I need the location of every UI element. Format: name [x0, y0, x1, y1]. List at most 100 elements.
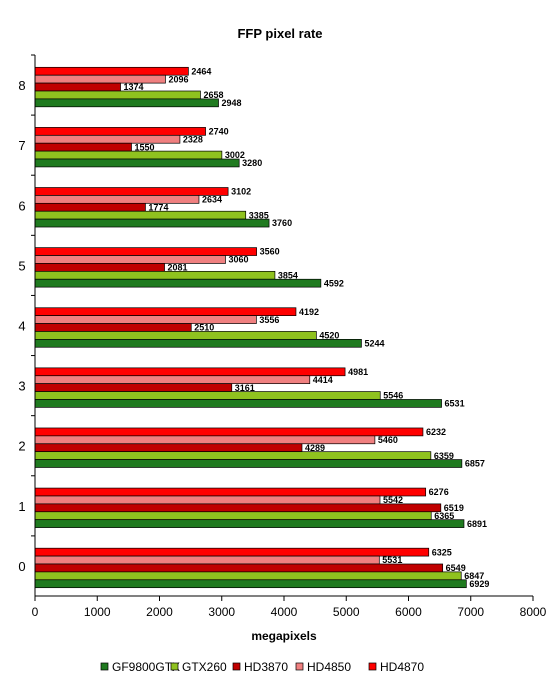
data-label: 6531: [445, 399, 465, 409]
x-tick-label: 2000: [146, 605, 173, 619]
data-label: 3556: [259, 315, 279, 325]
x-tick-label: 7000: [457, 605, 484, 619]
category-tick-label: 4: [18, 319, 25, 334]
x-tick-label: 6000: [395, 605, 422, 619]
bar-hd3870-3: [34, 383, 233, 392]
bar-gf9800gtx-1: [34, 519, 465, 528]
data-label: 5546: [383, 391, 403, 401]
category-tick-label: 3: [18, 379, 25, 394]
bar-gtx260-8: [34, 90, 201, 100]
bar-hd3870-0: [34, 563, 444, 573]
bar-hd4850-7: [34, 134, 181, 144]
data-label: 4289: [305, 443, 325, 453]
bar-hd3870-2: [34, 443, 303, 453]
category-tick-label: 7: [18, 138, 25, 153]
legend-label: HD3870: [244, 660, 288, 674]
data-label: 6847: [464, 571, 484, 581]
bar-gtx260-3: [34, 391, 381, 400]
data-label: 2948: [222, 98, 242, 108]
bar-hd4870-1: [34, 487, 427, 497]
bar-hd4850-3: [34, 375, 311, 385]
category-tick-label: 2: [18, 439, 25, 454]
bar-hd4870-8: [34, 66, 189, 76]
data-label: 1374: [124, 82, 144, 92]
data-label: 6325: [432, 547, 452, 557]
data-label: 2096: [168, 74, 188, 84]
bar-gf9800gtx-3: [34, 399, 442, 408]
data-label: 6891: [467, 519, 487, 529]
data-label: 5460: [378, 435, 398, 445]
bar-hd4850-0: [34, 555, 380, 565]
data-label: 2510: [194, 323, 214, 333]
bar-hd3870-4: [34, 323, 192, 332]
bar-hd4870-7: [34, 127, 206, 136]
bar-hd4870-6: [34, 187, 229, 196]
category-tick-label: 6: [18, 198, 25, 213]
data-label: 4414: [313, 375, 333, 385]
data-label: 2464: [191, 66, 211, 76]
x-axis-label: megapixels: [251, 629, 317, 643]
data-label: 6365: [434, 511, 454, 521]
data-label: 6857: [465, 459, 485, 469]
bar-hd3870-8: [34, 82, 121, 92]
data-label: 1550: [134, 142, 154, 152]
bar-gtx260-6: [34, 210, 247, 220]
data-label: 2634: [202, 195, 222, 205]
category-tick-label: 8: [18, 78, 25, 93]
bar-gtx260-1: [34, 511, 432, 521]
data-label: 3102: [231, 187, 251, 197]
data-label: 4981: [348, 367, 368, 377]
bar-hd4870-5: [34, 247, 257, 256]
bar-gf9800gtx-5: [34, 278, 322, 288]
data-label: 6276: [429, 487, 449, 497]
data-label: 3002: [225, 150, 245, 160]
x-tick-label: 4000: [271, 605, 298, 619]
bar-hd4850-8: [34, 74, 166, 84]
data-label: 2328: [183, 134, 203, 144]
data-label: 6519: [444, 503, 464, 513]
data-label: 3385: [249, 210, 269, 220]
data-label: 2658: [203, 90, 223, 100]
category-tick-label: 1: [18, 499, 25, 514]
data-label: 3280: [242, 158, 262, 168]
x-tick-label: 0: [32, 605, 39, 619]
data-label: 4192: [299, 307, 319, 317]
x-tick-label: 8000: [520, 605, 547, 619]
bar-gtx260-0: [34, 571, 462, 581]
data-label: 5244: [364, 338, 384, 348]
bar-gf9800gtx-8: [34, 98, 219, 108]
bar-hd4870-2: [34, 427, 424, 437]
bar-hd4870-3: [34, 367, 346, 377]
bar-hd4870-0: [34, 547, 430, 557]
legend-label: HD4850: [307, 660, 351, 674]
category-tick-label: 5: [18, 258, 25, 273]
bar-gf9800gtx-7: [34, 158, 240, 168]
data-label: 3560: [260, 247, 280, 257]
category-tick-label: 0: [18, 559, 25, 574]
bar-gf9800gtx-0: [34, 579, 467, 589]
bar-hd3870-5: [34, 263, 165, 272]
legend-swatch: [100, 662, 109, 671]
legend-swatch: [295, 662, 304, 671]
bar-gtx260-2: [34, 451, 432, 460]
legend-swatch: [170, 662, 179, 671]
bar-gtx260-4: [34, 331, 317, 340]
bar-gtx260-5: [34, 270, 276, 280]
chart-title: FFP pixel rate: [237, 26, 322, 41]
data-label: 5531: [382, 555, 402, 565]
bar-hd3870-6: [34, 202, 146, 212]
data-label: 6929: [469, 579, 489, 589]
data-label: 5542: [383, 495, 403, 505]
legend-label: GF9800GTX: [112, 660, 180, 674]
bar-hd4850-4: [34, 315, 257, 324]
bar-hd4850-6: [34, 195, 200, 204]
x-tick-label: 3000: [208, 605, 235, 619]
data-label: 2081: [168, 263, 188, 273]
bar-gtx260-7: [34, 150, 223, 160]
legend-swatch: [368, 662, 377, 671]
data-label: 3161: [235, 383, 255, 393]
legend: GF9800GTX GTX260 HD3870 HD4850 HD4870: [100, 660, 424, 674]
data-label: 3760: [272, 218, 292, 228]
